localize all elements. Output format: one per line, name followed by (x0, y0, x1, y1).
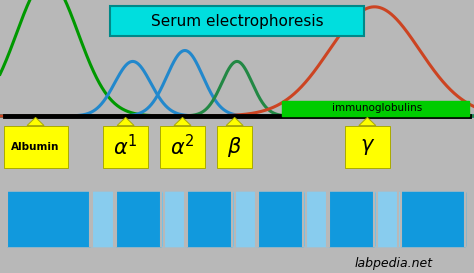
Text: Albumin: Albumin (11, 142, 60, 152)
Bar (306, 192, 327, 246)
Bar (160, 126, 205, 168)
Text: labpedia.net: labpedia.net (355, 257, 432, 270)
Bar (92, 192, 114, 246)
Bar (103, 126, 148, 168)
Polygon shape (27, 117, 44, 126)
Bar (116, 192, 161, 246)
Bar (3, 126, 67, 168)
Bar (217, 126, 252, 168)
Polygon shape (174, 117, 191, 126)
Text: immunoglobulins: immunoglobulins (332, 103, 422, 113)
Text: $\gamma$: $\gamma$ (360, 137, 375, 157)
Bar (7, 192, 465, 246)
Text: $\alpha^{2}$: $\alpha^{2}$ (170, 134, 195, 159)
Bar (377, 192, 398, 246)
Polygon shape (117, 117, 134, 126)
Text: $\beta$: $\beta$ (227, 135, 242, 159)
Bar (345, 126, 390, 168)
Bar (258, 192, 303, 246)
Bar (401, 192, 465, 246)
Text: Serum electrophoresis: Serum electrophoresis (151, 14, 323, 29)
Text: $\alpha^{1}$: $\alpha^{1}$ (113, 134, 138, 159)
Bar (187, 192, 232, 246)
Bar (329, 192, 374, 246)
FancyBboxPatch shape (110, 6, 364, 36)
Bar (164, 192, 185, 246)
Polygon shape (226, 117, 243, 126)
Bar (282, 101, 469, 116)
Bar (7, 192, 90, 246)
Bar (235, 192, 256, 246)
Polygon shape (359, 117, 376, 126)
